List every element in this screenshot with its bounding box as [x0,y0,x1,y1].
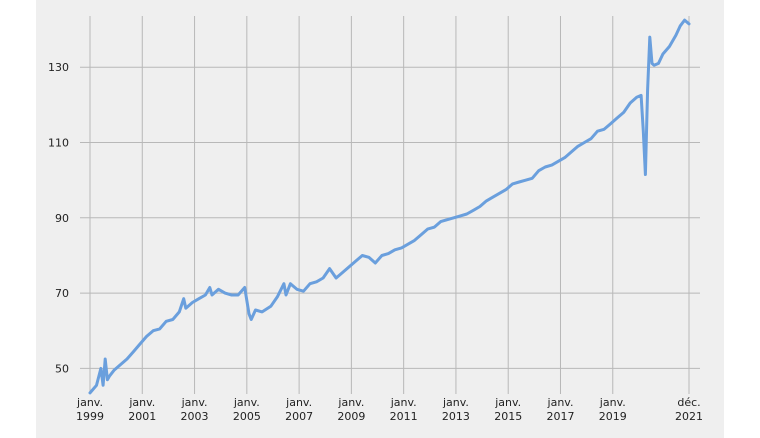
y-tick-label: 110 [48,137,69,150]
x-tick-label: janv. 2019 [599,396,627,423]
x-tick-label: janv. 1999 [76,396,104,423]
x-tick-label: déc. 2021 [675,396,703,423]
x-axis-tick-labels: janv. 1999 janv. 2001 janv. 2003 janv. 2005 janv… [76,396,703,423]
y-tick-label: 50 [55,362,69,375]
x-tick-label: janv. 2017 [546,396,574,423]
x-tick-label: janv. 2015 [494,396,522,423]
y-tick-label: 130 [48,61,69,74]
x-tick-label: janv. 2011 [390,396,418,423]
series-layer [88,18,691,395]
x-tick-label: janv. 2001 [128,396,156,423]
chart-panel: 50 70 90 110 130 janv. 1999 janv. 2001 janv. 2003… [36,0,724,438]
y-tick-label: 70 [55,287,69,300]
series-line [88,18,691,395]
y-axis-tick-labels: 50 70 90 110 130 [48,61,69,375]
x-tick-label: janv. 2005 [233,396,261,423]
x-tick-label: janv. 2013 [442,396,470,423]
x-tick-label: janv. 2009 [337,396,365,423]
line-chart: 50 70 90 110 130 janv. 1999 janv. 2001 janv. 2003… [48,16,703,423]
horizontal-gridlines [80,66,700,369]
x-tick-label: janv. 2007 [285,396,313,423]
x-tick-label: janv. 2003 [181,396,209,423]
vertical-gridlines [89,16,690,394]
y-tick-label: 90 [55,212,69,225]
